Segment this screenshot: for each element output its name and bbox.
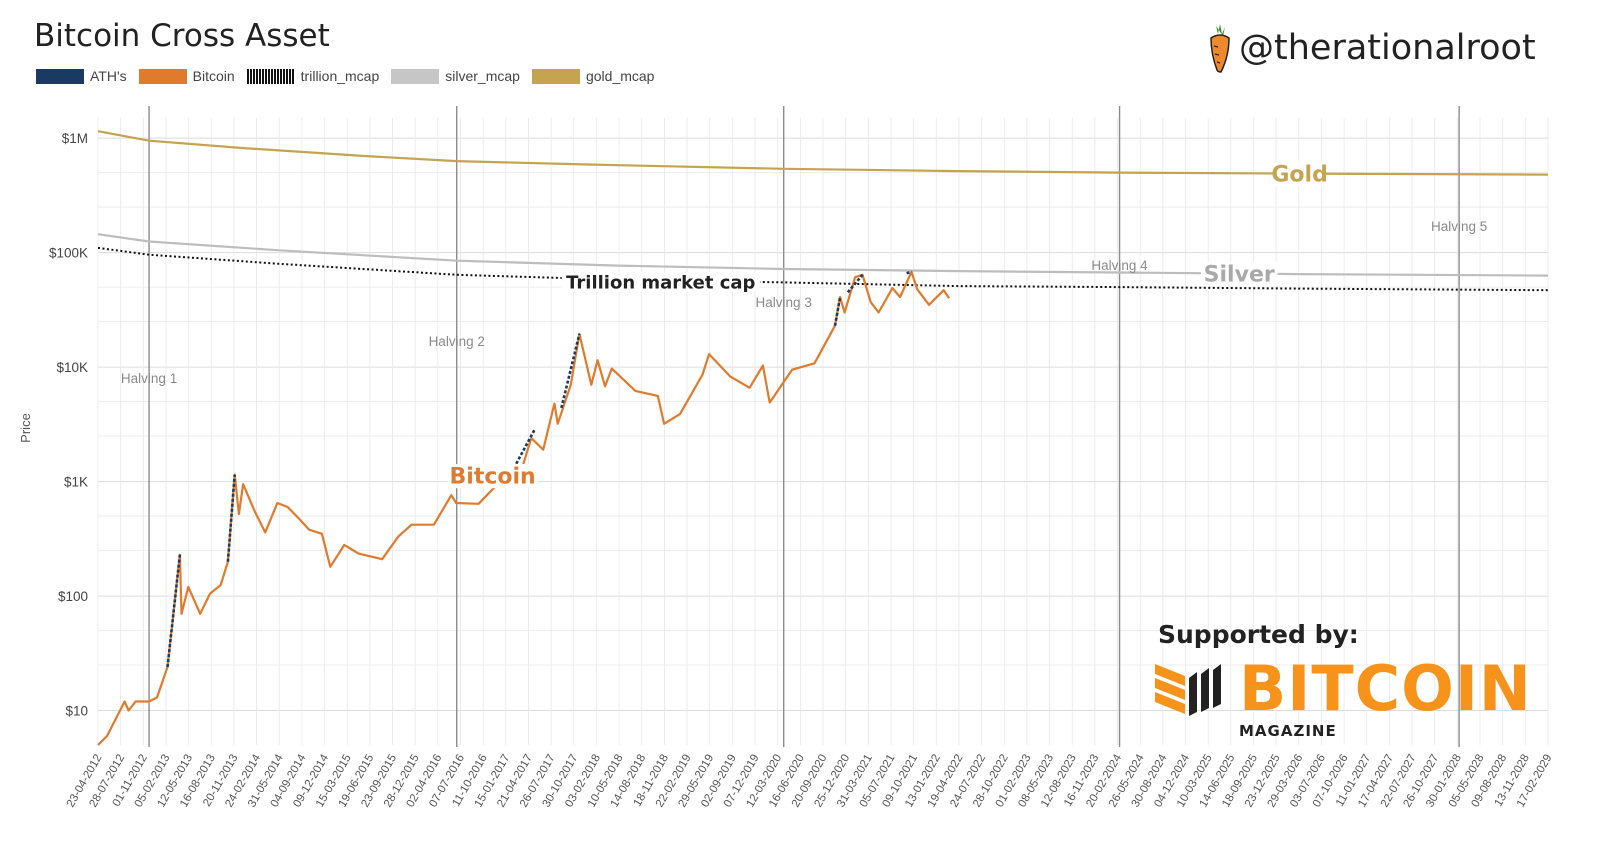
halving-lines <box>148 106 1460 747</box>
y-tick-label: $1M <box>62 131 88 146</box>
series-line-gold <box>97 130 1549 176</box>
sponsor-label: Supported by: <box>1158 620 1359 649</box>
halving-label: Halving 2 <box>429 334 485 349</box>
annotation-bg <box>447 463 538 489</box>
series-line-ath <box>166 554 182 668</box>
series-line-ath <box>510 428 537 474</box>
series-line-bitcoin <box>97 270 951 746</box>
legend-item-ath[interactable]: ATH's <box>36 68 127 84</box>
legend-item-trillion[interactable]: trillion_mcap <box>246 68 380 84</box>
y-tick-label: $1K <box>64 475 88 490</box>
y-tick-label: $100K <box>49 246 88 261</box>
sponsor-logo-word: BITCOIN <box>1239 652 1532 725</box>
legend-swatch-trillion <box>246 68 295 84</box>
legend-swatch-silver <box>391 68 440 84</box>
bitcoin-magazine-icon <box>1155 664 1221 716</box>
series-line-ath <box>226 474 236 562</box>
series-line-ath <box>906 270 912 275</box>
legend-swatch-bitcoin <box>138 68 187 84</box>
legend-item-gold[interactable]: gold_mcap <box>531 68 655 84</box>
y-tick-label: $100 <box>58 589 88 604</box>
legend: ATH's Bitcoin trillion_mcap silver_mcap … <box>36 68 666 84</box>
legend-item-bitcoin[interactable]: Bitcoin <box>138 68 235 84</box>
annotation-bg <box>1274 162 1326 187</box>
annotations: Halving 1 Halving 2 Halving 3 Halving 4 Halv… <box>121 162 1487 490</box>
carrot-icon <box>1210 24 1230 73</box>
series-line-ath <box>560 333 581 409</box>
legend-swatch-ath <box>36 68 84 84</box>
halving-label: Halving 4 <box>1091 258 1148 273</box>
annotation-bg <box>561 271 760 292</box>
author-brand: @therationalroot <box>1207 22 1536 74</box>
legend-swatch-gold <box>531 68 580 84</box>
legend-item-silver[interactable]: silver_mcap <box>391 68 520 84</box>
legend-label-ath: ATH's <box>90 68 127 84</box>
sponsor-logo-sub: MAGAZINE <box>1239 722 1337 740</box>
annotation-trillionmcap: Trillion market cap <box>566 272 755 293</box>
halving-label: Halving 1 <box>121 371 177 386</box>
author-handle: @therationalroot <box>1239 28 1536 68</box>
y-axis-title: Price <box>18 413 33 443</box>
halving-label: Halving 3 <box>756 295 812 310</box>
legend-label-trillion: trillion_mcap <box>300 68 380 84</box>
halving-label: Halving 5 <box>1431 219 1487 234</box>
legend-label-gold: gold_mcap <box>585 68 655 84</box>
annotation-goldmcap: Gold <box>1271 163 1327 188</box>
y-tick-label: $10K <box>56 360 88 375</box>
chart-title: Bitcoin Cross Asset <box>34 18 330 54</box>
bitcoin-magazine-logo[interactable]: BITCOIN MAGAZINE <box>1155 658 1532 740</box>
legend-label-silver: silver_mcap <box>445 68 520 84</box>
annotation-bitcoin: Bitcoin <box>450 465 536 490</box>
y-tick-label: $10 <box>65 704 88 719</box>
series-line-ath <box>846 273 864 294</box>
annotation-bg <box>1200 261 1278 287</box>
legend-label-bitcoin: Bitcoin <box>192 68 235 84</box>
annotation-silvermcap: Silver <box>1204 263 1275 288</box>
grid <box>97 118 1549 745</box>
